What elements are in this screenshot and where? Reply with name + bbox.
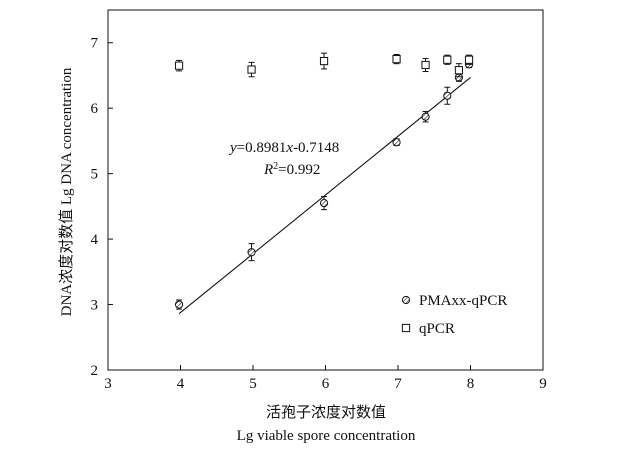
series-pmaxx-qpcr [174, 60, 474, 310]
data-point [443, 55, 452, 64]
eq-lhs: =0.8981 [237, 140, 287, 156]
legend-label: PMAxx-qPCR [419, 293, 507, 309]
y-axis-title: DNA浓度对数值 Lg DNA concentration [58, 67, 75, 316]
y-tick-label: 6 [91, 101, 99, 117]
x-axis-title-en: Lg viable spore concentration [237, 428, 416, 444]
r-var: R [263, 162, 273, 178]
series-qpcr [174, 52, 474, 78]
data-point [319, 198, 329, 208]
x-tick-label: 9 [539, 376, 547, 392]
data-point [454, 66, 463, 75]
data-point [392, 54, 401, 64]
data-point [464, 55, 474, 64]
regression-equation: y=0.8981x-0.7148 [228, 140, 339, 156]
legend-label: qPCR [419, 321, 455, 337]
data-point [443, 91, 452, 100]
data-point [319, 56, 329, 66]
eq-x-var: x [285, 140, 293, 156]
r-sup: 2 [273, 161, 278, 172]
eq-y-var: y [228, 140, 237, 156]
y-tick-label: 7 [91, 36, 99, 52]
data-point [247, 65, 256, 74]
x-tick-label: 4 [177, 376, 185, 392]
r-squared: R2=0.992 [263, 161, 320, 179]
data-point [174, 61, 184, 70]
y-tick-label: 5 [91, 167, 99, 183]
legend-marker [401, 295, 411, 305]
data-marks [174, 52, 474, 310]
x-tick-label: 3 [104, 376, 112, 392]
x-axis-title-cn: 活孢子浓度对数值 [266, 404, 386, 421]
y-tick-label: 3 [91, 298, 99, 314]
x-tick-label: 6 [322, 376, 330, 392]
y-tick-label: 4 [91, 232, 99, 248]
data-point [421, 60, 430, 70]
x-tick-label: 7 [394, 376, 402, 392]
eq-rhs: -0.7148 [293, 140, 339, 156]
data-point [421, 112, 430, 121]
legend: PMAxx-qPCR qPCR [401, 293, 507, 337]
y-tick-label: 2 [91, 363, 99, 379]
x-tick-label: 8 [467, 376, 475, 392]
data-point [392, 138, 401, 147]
x-tick-label: 5 [249, 376, 257, 392]
legend-marker [401, 323, 411, 333]
data-point [247, 248, 256, 257]
r-rest: =0.992 [278, 162, 320, 178]
data-point [174, 300, 184, 309]
